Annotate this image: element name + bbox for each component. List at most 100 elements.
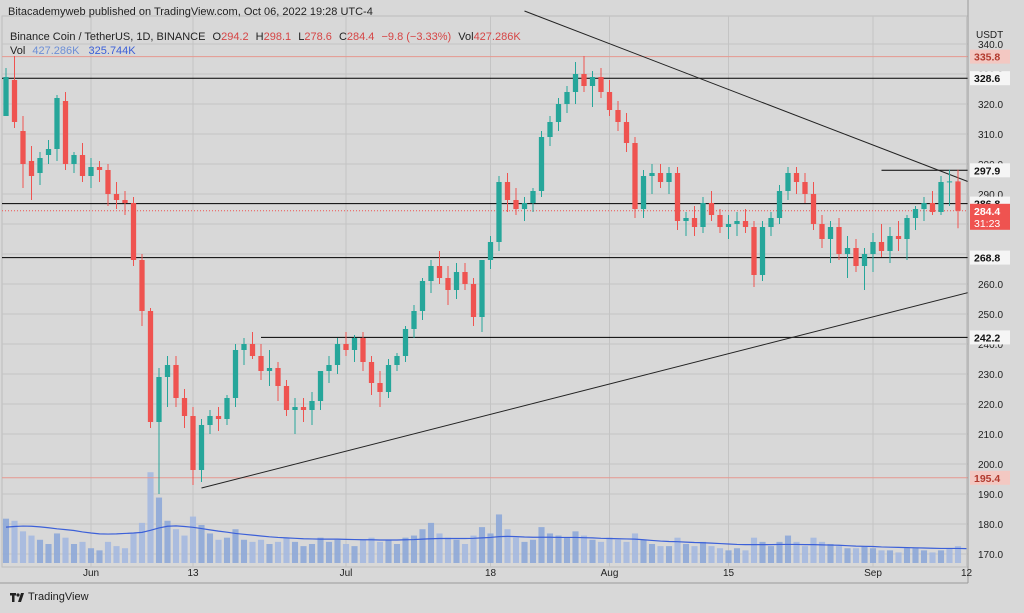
candle-body — [649, 173, 655, 176]
volume-label: Vol — [458, 31, 474, 43]
y-tick-label: 320.0 — [978, 100, 1003, 111]
candle-body — [640, 176, 647, 209]
volume-bar — [376, 541, 384, 563]
price-axis-bg — [968, 0, 1024, 583]
volume-legend-value: 427.286K — [32, 45, 80, 57]
volume-value: 427.286K — [473, 31, 521, 43]
candle-body — [249, 344, 256, 356]
volume-bar — [461, 544, 469, 563]
candle-body — [827, 227, 834, 239]
volume-bar — [410, 535, 418, 563]
volume-bar — [266, 544, 273, 563]
candle-body — [581, 74, 587, 86]
volume-bar — [674, 537, 681, 563]
trendline — [201, 277, 1024, 489]
tradingview-footer[interactable]: TradingView — [10, 591, 89, 603]
volume-bar — [198, 525, 205, 563]
candle-body — [870, 242, 876, 254]
volume-bar — [801, 546, 809, 563]
volume-bar — [130, 533, 137, 563]
volume-bar — [708, 546, 715, 563]
candle-body — [394, 356, 400, 365]
volume-bar — [895, 552, 902, 563]
candle-body — [487, 242, 494, 260]
volume-bar — [419, 529, 426, 563]
y-tick-label: 230.0 — [978, 370, 1003, 381]
candle-body — [674, 173, 681, 221]
candle-body — [147, 311, 154, 422]
volume-bar — [580, 535, 588, 563]
volume-bar — [164, 520, 171, 563]
volume-bar — [308, 544, 316, 563]
volume-bar — [283, 537, 290, 563]
candle-body — [802, 182, 808, 194]
candle-body — [283, 386, 290, 410]
candle-body — [20, 131, 26, 164]
candle-body — [861, 254, 868, 266]
volume-bar — [793, 541, 800, 563]
candle-body — [615, 110, 621, 122]
candle-body — [62, 101, 69, 164]
candle-body — [496, 182, 502, 242]
candle-body — [181, 398, 188, 416]
candle-body — [572, 74, 579, 92]
candle-body — [708, 203, 715, 215]
candle-body — [224, 398, 230, 419]
candle-body — [241, 344, 247, 350]
candle-body — [632, 143, 638, 209]
candle-body — [853, 248, 859, 266]
volume-bar — [563, 537, 571, 563]
current-price-label-countdown: 31:23 — [974, 218, 1000, 230]
candle-body — [598, 77, 604, 92]
volume-bar — [11, 520, 18, 563]
candle-body — [819, 224, 825, 239]
volume-bar — [606, 537, 613, 563]
volume-bar — [538, 527, 545, 563]
volume-bar — [113, 546, 120, 563]
candle-body — [258, 356, 264, 371]
volume-bar — [699, 541, 707, 563]
level-label-328.6: 328.6 — [974, 73, 1000, 85]
volume-bar — [453, 539, 460, 563]
candle-body — [530, 191, 536, 203]
candle-body — [564, 92, 570, 104]
volume-bar — [946, 548, 953, 563]
volume-bar — [623, 541, 630, 563]
level-label-195.4-bg — [970, 470, 1010, 485]
volume-bar — [750, 537, 758, 563]
volume-bar — [385, 539, 392, 563]
volume-bar — [232, 529, 239, 563]
level-label-328.6-bg — [970, 71, 1010, 86]
y-tick-label: 240.0 — [978, 340, 1003, 351]
candle-body — [589, 77, 596, 86]
level-label-268.8: 268.8 — [974, 253, 1000, 265]
volume-bar — [546, 533, 554, 563]
candle-body — [402, 329, 409, 356]
volume-bar — [810, 537, 817, 563]
candle-body — [232, 350, 239, 398]
candle-body — [54, 98, 60, 149]
candle-body — [717, 215, 723, 227]
low-value: 278.6 — [304, 31, 332, 43]
candle-body — [810, 194, 817, 224]
candle-body — [164, 365, 171, 377]
candle-body — [3, 77, 9, 116]
candle-body — [700, 203, 706, 227]
volume-bar — [427, 522, 435, 563]
candle-body — [547, 122, 553, 137]
candle-body — [351, 338, 358, 350]
y-tick-label: 200.0 — [978, 460, 1003, 471]
volume-bar — [886, 550, 894, 563]
candle-body — [946, 181, 953, 183]
currency-label: USDT — [976, 30, 1003, 41]
candle-body — [105, 170, 111, 194]
candle-body — [130, 203, 137, 260]
candle-body — [683, 218, 689, 221]
volume-legend: Vol 427.286K 325.744K — [10, 45, 136, 57]
candle-body — [453, 272, 460, 290]
volume-bar — [215, 539, 222, 563]
candle-body — [921, 203, 927, 209]
volume-bar — [665, 546, 673, 563]
candle-body — [751, 227, 757, 275]
